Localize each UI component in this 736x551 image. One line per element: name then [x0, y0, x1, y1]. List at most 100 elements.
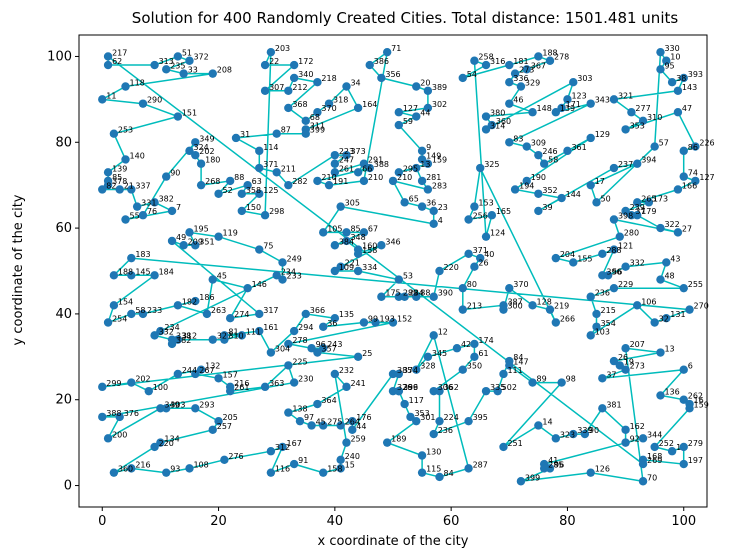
x-tick-label: 40: [327, 514, 344, 529]
city-point: [214, 374, 223, 383]
city-label: 239: [630, 203, 645, 212]
city-point: [225, 386, 235, 396]
city-point: [644, 198, 654, 207]
city-point: [412, 112, 421, 121]
city-label: 180: [205, 156, 220, 165]
city-label: 363: [269, 379, 284, 388]
city-point: [656, 391, 665, 400]
city-label: 19: [624, 357, 634, 366]
city-label: 84: [513, 353, 523, 362]
city-point: [191, 296, 200, 306]
city-label: 175: [385, 289, 400, 298]
city-point: [202, 309, 212, 319]
city-point: [173, 301, 183, 310]
city-point: [598, 271, 607, 280]
city-point: [586, 331, 595, 340]
city-label: 202: [135, 375, 150, 384]
city-point: [103, 168, 113, 177]
city-label: 276: [228, 452, 243, 461]
y-tick-label: 20: [55, 393, 72, 408]
city-label: 273: [630, 362, 645, 371]
city-label: 41: [548, 456, 558, 465]
city-points: [98, 47, 700, 486]
y-tick-label: 40: [55, 307, 72, 322]
city-point: [539, 159, 549, 168]
city-label: 56: [612, 267, 622, 276]
city-label: 132: [205, 362, 220, 371]
city-label: 329: [525, 78, 540, 87]
city-point: [510, 185, 520, 194]
city-label: 84: [444, 469, 454, 478]
city-point: [423, 185, 433, 194]
city-label: 372: [193, 53, 208, 62]
city-point: [662, 56, 671, 65]
city-point: [673, 185, 683, 194]
city-point: [505, 60, 514, 70]
city-label: 203: [275, 44, 290, 53]
city-point: [353, 266, 363, 276]
city-label: 114: [263, 143, 278, 152]
city-point: [342, 236, 351, 246]
city-label: 117: [409, 396, 424, 405]
city-point: [656, 275, 665, 284]
city-point: [598, 374, 607, 383]
city-point: [289, 378, 299, 387]
city-point: [185, 56, 194, 65]
city-point: [528, 301, 537, 310]
city-point: [673, 228, 683, 237]
city-label: 125: [263, 186, 278, 195]
city-label: 305: [345, 199, 360, 208]
city-label: 43: [670, 254, 680, 263]
city-label: 293: [199, 400, 214, 409]
city-label: 384: [339, 237, 354, 246]
x-tick-label: 80: [559, 514, 576, 529]
city-label: 27: [682, 224, 692, 233]
city-point: [429, 429, 438, 439]
city-label: 39: [542, 203, 552, 212]
city-label: 202: [199, 147, 214, 156]
city-point: [260, 86, 270, 95]
city-label: 210: [321, 173, 336, 182]
city-point: [167, 206, 177, 216]
city-point: [598, 249, 607, 259]
city-label: 345: [432, 349, 447, 358]
city-label: 130: [426, 448, 441, 457]
city-label: 40: [484, 250, 494, 259]
city-point: [150, 331, 159, 340]
city-point: [528, 378, 537, 387]
city-point: [598, 404, 607, 413]
city-label: 299: [106, 379, 121, 388]
city-point: [330, 150, 340, 160]
city-label: 37: [606, 370, 616, 379]
city-point: [621, 344, 630, 353]
city-label: 134: [164, 435, 179, 444]
city-point: [284, 408, 293, 417]
city-label: 217: [112, 48, 127, 57]
city-point: [255, 245, 264, 254]
city-label: 174: [478, 336, 493, 345]
city-label: 21: [124, 181, 134, 190]
city-label: 396: [606, 267, 621, 276]
city-point: [260, 211, 270, 220]
city-point: [417, 468, 427, 477]
city-point: [487, 120, 497, 130]
city-point: [208, 335, 217, 344]
city-label: 360: [118, 465, 133, 474]
city-label: 157: [223, 370, 238, 379]
city-label: 251: [507, 439, 522, 448]
city-point: [243, 180, 252, 190]
city-label: 294: [298, 323, 313, 332]
city-label: 356: [385, 70, 400, 79]
city-point: [429, 331, 438, 340]
city-label: 362: [444, 383, 459, 392]
city-label: 103: [595, 327, 610, 336]
city-label: 215: [601, 306, 616, 315]
city-label: 183: [135, 250, 150, 259]
city-label: 154: [118, 297, 133, 306]
city-point: [319, 344, 328, 353]
city-point: [679, 283, 688, 293]
city-point: [388, 318, 398, 327]
city-label: 212: [292, 83, 307, 92]
city-label: 376: [124, 409, 139, 418]
